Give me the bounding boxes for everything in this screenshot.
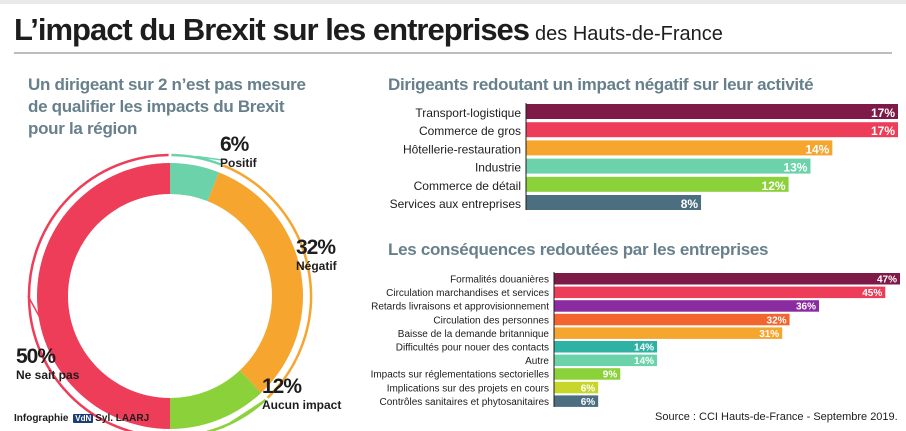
credit: Infographie VdN Syl. LAARJ: [14, 413, 149, 424]
donut-slice-0: [170, 163, 219, 202]
category-label: Difficultés pour nouer des contacts: [396, 343, 549, 354]
slice-value: 50%: [16, 345, 56, 368]
bar: [554, 313, 790, 326]
bar: [554, 395, 599, 407]
slice-value: 32%: [296, 236, 336, 259]
value-label: 6%: [581, 397, 596, 408]
value-label: 17%: [871, 106, 895, 120]
category-label: Transport-logistique: [415, 106, 521, 120]
category-label: Industrie: [475, 161, 521, 175]
slice-label-aucun-impact: 12% Aucun impact: [262, 375, 341, 412]
category-label: Impacts sur réglementations sectorielles: [371, 370, 549, 381]
bar: [554, 286, 886, 299]
title-sub: des Hauts-de-France: [535, 23, 723, 45]
slice-label-negatif: 32% Négatif: [296, 236, 337, 273]
bar: [554, 273, 900, 285]
bar: [526, 122, 898, 138]
value-label: 9%: [603, 370, 618, 381]
bar: [526, 158, 811, 174]
category-label: Autre: [525, 356, 549, 367]
bar: [526, 176, 789, 192]
donut-slice-3: [37, 163, 170, 429]
value-label: 14%: [805, 142, 829, 156]
value-label: 12%: [762, 179, 786, 193]
leader-line: [295, 262, 310, 271]
category-label: Retards livraisons et approvisionnement: [371, 302, 549, 313]
value-label: 45%: [862, 288, 882, 299]
value-label: 14%: [634, 356, 654, 367]
leader-line: [196, 155, 223, 161]
source-note: Source : CCI Hauts-de-France - Septembre…: [655, 411, 898, 423]
top-rule: [0, 0, 906, 4]
title-main: L’impact du Brexit sur les entreprises: [14, 12, 530, 47]
donut-heading-line: pour la région: [28, 119, 138, 138]
slice-name: Négatif: [296, 259, 337, 273]
slice-label-ne-sait-pas: 50% Ne sait pas: [16, 345, 79, 382]
title-divider: [14, 52, 892, 54]
bar: [526, 140, 833, 156]
value-label: 32%: [767, 315, 787, 326]
slice-value: 12%: [262, 375, 302, 398]
donut-slice-2: [170, 370, 262, 429]
bar: [554, 300, 820, 312]
bar: [554, 368, 621, 380]
slice-value: 6%: [220, 133, 249, 156]
leader-line: [27, 295, 71, 373]
category-label: Commerce de gros: [419, 124, 521, 138]
bar: [526, 195, 702, 210]
slice-name: Aucun impact: [262, 398, 342, 412]
bar: [554, 327, 783, 339]
category-label: Formalités douanières: [450, 275, 549, 286]
category-label: Services aux entreprises: [390, 197, 521, 211]
donut-heading-line: Un dirigeant sur 2 n’est pas mesure: [28, 75, 306, 94]
leader-line: [221, 401, 263, 429]
donut-heading: Un dirigeant sur 2 n’est pas mesure de q…: [28, 74, 328, 140]
chart1-title: Dirigeants redoutant un impact négatif s…: [388, 75, 814, 94]
category-label: Hôtellerie-restauration: [403, 142, 521, 156]
bar: [554, 341, 658, 353]
value-label: 8%: [681, 197, 699, 211]
slice-name: Ne sait pas: [16, 368, 80, 382]
bar: [554, 381, 599, 394]
value-label: 14%: [634, 343, 654, 354]
value-label: 31%: [759, 329, 779, 340]
value-label: 13%: [783, 161, 807, 175]
category-label: Contrôles sanitaires et phytosanitaires: [379, 397, 549, 408]
credit-author: Syl. LAARJ: [95, 413, 150, 424]
category-label: Implications sur des projets en cours: [387, 383, 549, 394]
category-label: Circulation marchandises et services: [386, 288, 549, 299]
category-label: Circulation des personnes: [433, 315, 549, 326]
donut-slice-1: [207, 172, 304, 393]
chart2-title: Les conséquences redoutées par les entre…: [388, 240, 769, 259]
page-title: L’impact du Brexit sur les entreprises de…: [14, 12, 723, 48]
value-label: 47%: [877, 275, 897, 286]
value-label: 17%: [871, 124, 895, 138]
slice-name: Positif: [220, 156, 257, 170]
brand-logo: VdN: [73, 414, 94, 423]
donut-ring-2: [205, 398, 267, 431]
bar: [526, 104, 898, 119]
donut-ring-0: [171, 153, 222, 166]
credit-prefix: Infographie: [14, 413, 69, 424]
value-label: 36%: [796, 302, 816, 313]
slice-label-positif: 6% Positif: [220, 133, 257, 170]
value-label: 6%: [581, 383, 596, 394]
donut-heading-line: de qualifier les impacts du Brexit: [28, 97, 285, 116]
category-label: Baisse de la demande britannique: [398, 329, 550, 340]
category-label: Commerce de détail: [414, 179, 521, 193]
donut-ring-3: [27, 153, 169, 431]
bar: [554, 354, 658, 367]
